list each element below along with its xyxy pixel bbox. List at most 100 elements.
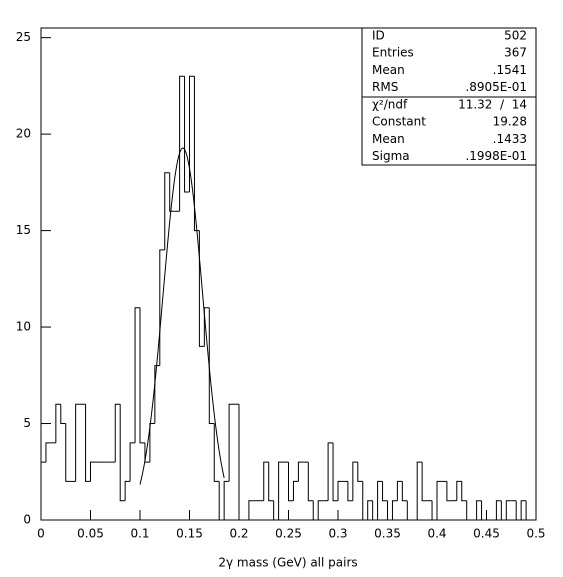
histogram-bin xyxy=(134,307,140,443)
histogram-bin xyxy=(456,480,462,501)
histogram-bin xyxy=(184,76,190,193)
x-tick-label: 0 xyxy=(37,527,45,541)
x-tick-label: 0.5 xyxy=(526,527,545,541)
histogram-bin xyxy=(332,442,338,502)
histogram-bin xyxy=(263,461,269,501)
fit-label: Constant xyxy=(372,115,426,129)
histogram-bin xyxy=(406,500,413,521)
stats-label: Entries xyxy=(372,46,414,60)
histogram-bin xyxy=(169,172,175,212)
histogram-bin xyxy=(476,500,482,520)
histogram-bin xyxy=(45,442,51,463)
histogram-bin xyxy=(307,462,314,502)
y-tick-label: 10 xyxy=(16,320,31,334)
stats-label: ID xyxy=(372,29,385,43)
histogram-bin xyxy=(357,462,363,482)
histogram-bin xyxy=(213,423,220,482)
fit-value: .1998E-01 xyxy=(465,149,527,163)
histogram-bin xyxy=(436,480,442,520)
histogram-bin xyxy=(193,76,200,232)
fit-label: Mean xyxy=(372,132,405,146)
histogram-bin xyxy=(65,423,71,482)
histogram-bin xyxy=(149,423,155,463)
histogram-bin xyxy=(90,461,96,482)
histogram-bin xyxy=(505,500,512,520)
stats-value: .1541 xyxy=(493,63,527,77)
x-axis-label: 2γ mass (GeV) all pairs xyxy=(218,556,357,570)
x-tick-label: 0.45 xyxy=(473,527,500,541)
stats-label: RMS xyxy=(372,80,398,94)
histogram-bin xyxy=(164,172,170,250)
histogram-bin xyxy=(396,480,403,501)
x-tick-label: 0.3 xyxy=(328,527,347,541)
histogram-bin xyxy=(268,462,274,502)
x-tick-label: 0.25 xyxy=(275,527,302,541)
histogram-bin xyxy=(495,500,502,520)
histogram-bin xyxy=(401,481,408,502)
histogram-bin xyxy=(317,500,324,520)
histogram-bin xyxy=(198,230,205,347)
histogram-bin xyxy=(273,500,279,521)
histogram-bin xyxy=(367,500,373,520)
histogram-bin xyxy=(223,480,230,520)
histogram-bin xyxy=(55,403,61,443)
histogram-bin xyxy=(416,461,423,520)
histogram-bin xyxy=(312,500,319,521)
histogram-bin xyxy=(203,307,210,347)
y-tick-label: 15 xyxy=(16,223,31,237)
histogram-bin xyxy=(362,481,368,521)
stats-value: 367 xyxy=(504,46,527,60)
histogram-bin xyxy=(520,500,527,520)
histogram-bin xyxy=(208,307,215,425)
fit-label: Sigma xyxy=(372,149,410,163)
histogram-bin xyxy=(288,462,294,502)
histogram-bin xyxy=(515,500,522,521)
histogram-bin xyxy=(248,500,254,520)
histogram-bin xyxy=(525,500,532,521)
histogram-bin xyxy=(40,461,46,520)
histogram-bin xyxy=(372,500,378,521)
histogram-bin xyxy=(387,500,393,521)
histogram-bin xyxy=(85,404,91,482)
histogram-bin xyxy=(421,462,428,502)
histogram-bin xyxy=(292,480,299,501)
histogram-bin xyxy=(129,442,136,482)
histogram-bin xyxy=(352,461,358,501)
histogram-bin xyxy=(139,307,145,444)
histogram-bin xyxy=(461,481,467,502)
fit-value: .1433 xyxy=(493,132,527,146)
x-tick-label: 0.35 xyxy=(374,527,401,541)
histogram-bin xyxy=(154,365,160,424)
x-tick-label: 0.1 xyxy=(130,527,149,541)
y-tick-label: 20 xyxy=(16,127,31,141)
histogram-bin xyxy=(228,403,235,482)
histogram-bin xyxy=(218,481,225,521)
histogram-bin xyxy=(179,75,185,212)
histogram-bin xyxy=(377,480,383,520)
fit-value: 19.28 xyxy=(493,115,527,129)
x-tick-label: 0.4 xyxy=(427,527,446,541)
histogram-bin xyxy=(119,404,126,502)
x-tick-label: 0.2 xyxy=(229,527,248,541)
histogram-bin xyxy=(60,404,66,425)
y-tick-label: 25 xyxy=(16,30,31,44)
histogram-bin xyxy=(114,403,121,463)
stats-value: .8905E-01 xyxy=(465,80,527,94)
histogram-bin xyxy=(481,500,487,521)
fit-chi2-value: 11.32 / 14 xyxy=(458,98,527,112)
histogram-bin xyxy=(500,500,507,521)
histogram-bin xyxy=(238,404,244,521)
histogram-bin xyxy=(466,500,472,521)
histogram-bin xyxy=(124,480,131,501)
histogram-bin xyxy=(347,481,353,502)
histogram-bin xyxy=(189,75,195,192)
x-tick-label: 0.05 xyxy=(77,527,104,541)
y-tick-label: 5 xyxy=(23,416,31,430)
histogram-bin xyxy=(297,461,304,482)
histogram-bin xyxy=(327,442,334,501)
stats-label: Mean xyxy=(372,63,405,77)
histogram-bin xyxy=(446,481,452,502)
fit-chi2-label: χ²/ndf xyxy=(372,98,408,112)
fit-curve xyxy=(139,147,225,485)
